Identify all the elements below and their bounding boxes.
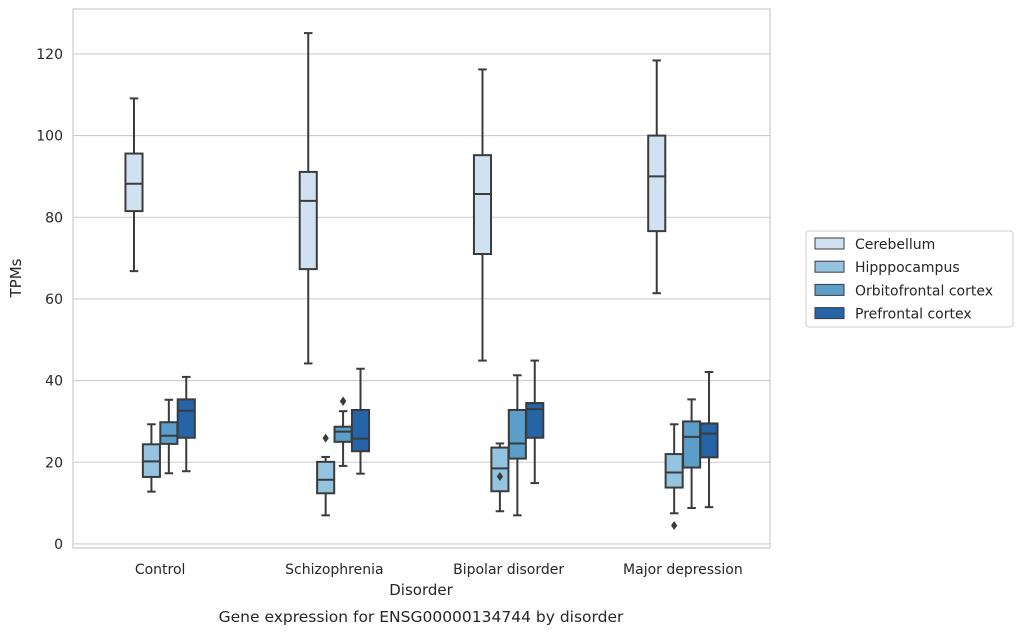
x-tick-label: Control — [135, 562, 186, 578]
y-tick-label: 100 — [36, 129, 63, 145]
box-iqr — [333, 425, 353, 443]
box-prefrontal-cortex — [176, 375, 196, 473]
x-tick-label: Bipolar disorder — [453, 562, 564, 578]
y-tick-label: 20 — [45, 455, 63, 471]
box-layer — [124, 32, 719, 531]
x-axis-title: Disorder — [389, 581, 453, 599]
y-tick-label: 80 — [45, 210, 63, 226]
box-iqr — [525, 402, 545, 439]
legend: Cerebellum Hipppocampus Orbitofrontal cort… — [805, 230, 1014, 328]
y-tick-label: 40 — [45, 374, 63, 390]
x-tick-label: Major depression — [623, 562, 743, 578]
outlier-point — [339, 396, 347, 406]
y-tick-label: 60 — [45, 292, 63, 308]
box-iqr — [124, 152, 144, 213]
box-iqr — [298, 170, 318, 271]
box-orbitofrontal-cortex — [507, 374, 527, 517]
box-iqr — [176, 398, 196, 439]
chart-caption: Gene expression for ENSG00000134744 by d… — [219, 608, 624, 626]
legend-swatch — [814, 307, 845, 320]
outlier-point — [322, 433, 329, 443]
legend-label: Hipppocampus — [855, 260, 960, 276]
box-orbitofrontal-cortex — [682, 398, 702, 509]
legend-swatch — [814, 237, 845, 250]
box-orbitofrontal-cortex — [159, 398, 179, 475]
x-tick-label: Schizophrenia — [285, 562, 383, 578]
box-iqr — [472, 154, 493, 255]
legend-label: Cerebellum — [855, 237, 935, 253]
box-hipppocampus — [141, 423, 161, 493]
box-iqr — [664, 453, 684, 489]
box-iqr — [159, 421, 179, 445]
y-tick-labels: 0 20 40 60 80 100 120 — [36, 47, 63, 553]
box-cerebellum — [647, 59, 667, 295]
legend-swatch — [814, 260, 845, 273]
legend-label: Orbitofrontal cortex — [855, 283, 993, 299]
y-axis-title: TPMs — [7, 258, 25, 298]
outlier-point — [496, 472, 504, 482]
box-hipppocampus — [316, 433, 336, 517]
x-tick-labels: Control Schizophrenia Bipolar disorder Majo… — [135, 562, 743, 578]
y-tick-label: 120 — [36, 47, 63, 63]
y-tick-label: 0 — [54, 537, 63, 553]
box-hipppocampus — [664, 423, 684, 531]
box-orbitofrontal-cortex — [333, 396, 353, 467]
box-cerebellum — [124, 97, 144, 273]
box-iqr — [350, 408, 371, 453]
box-prefrontal-cortex — [699, 371, 719, 509]
box-prefrontal-cortex — [525, 359, 545, 485]
plot-frame — [72, 8, 771, 549]
box-iqr — [316, 460, 336, 495]
outlier-point — [671, 521, 678, 531]
box-hipppocampus — [490, 442, 510, 513]
box-iqr — [699, 422, 719, 459]
box-cerebellum — [472, 68, 493, 362]
box-iqr — [490, 446, 510, 493]
box-iqr — [682, 420, 702, 469]
box-prefrontal-cortex — [350, 367, 371, 475]
box-cerebellum — [298, 32, 318, 365]
box-iqr — [647, 134, 667, 233]
legend-label: Prefrontal cortex — [855, 307, 972, 323]
legend-frame — [805, 230, 1014, 328]
box-iqr — [507, 408, 527, 460]
legend-swatch — [814, 283, 845, 296]
gridlines — [73, 53, 770, 545]
